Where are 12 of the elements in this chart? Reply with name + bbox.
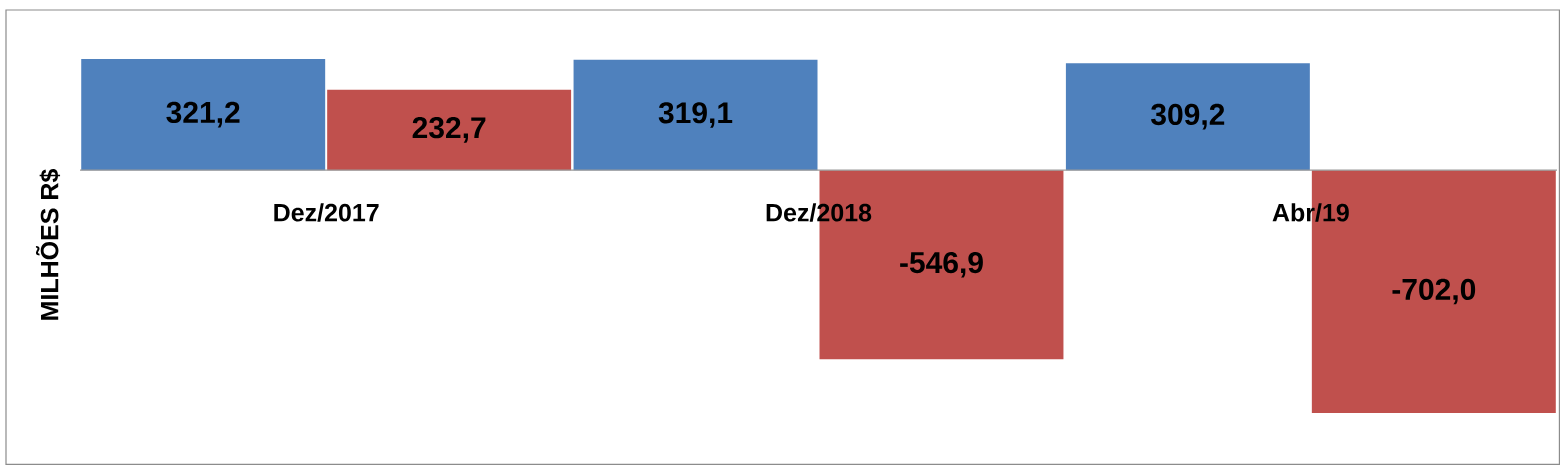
bar [1065, 63, 1310, 171]
x-tick-label: Dez/2017 [274, 203, 379, 222]
data-label: 232,7 [412, 117, 486, 143]
bar [327, 89, 572, 171]
data-label: 321,2 [166, 101, 240, 128]
bar [81, 59, 326, 171]
y-axis-title: MILHÕES R$ [35, 168, 61, 320]
bar [573, 59, 818, 171]
data-label: 319,1 [658, 102, 733, 128]
data-label: -546,9 [900, 251, 983, 278]
data-label: -702,0 [1392, 278, 1476, 305]
data-label: 309,2 [1151, 103, 1225, 130]
